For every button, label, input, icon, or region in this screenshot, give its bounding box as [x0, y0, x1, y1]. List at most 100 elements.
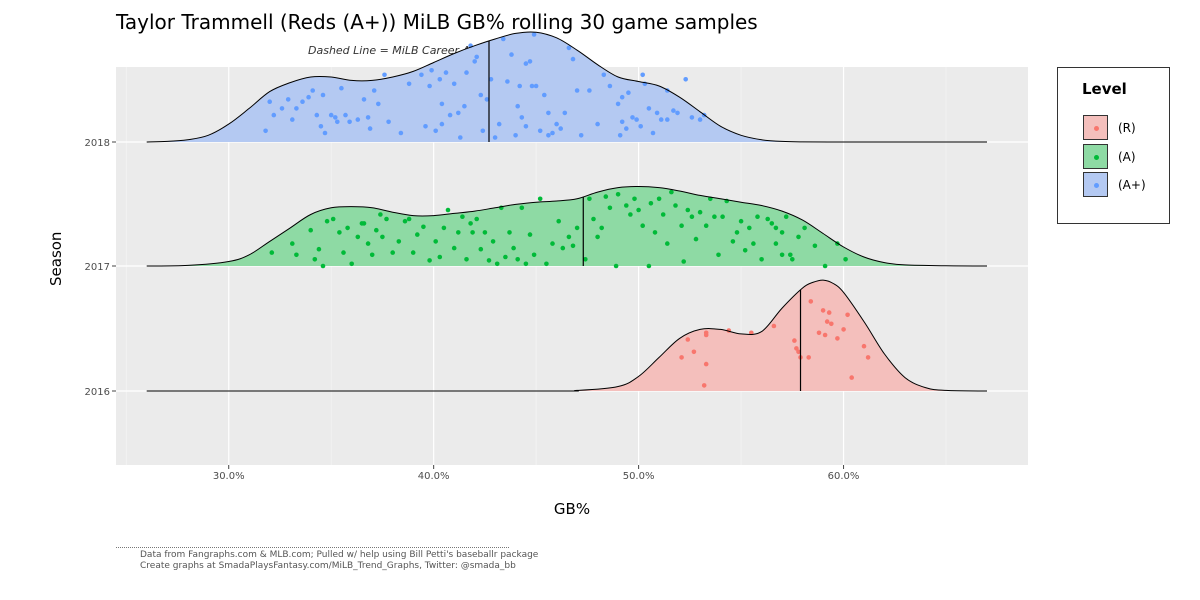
data-point-2018 [523, 124, 529, 129]
data-point-2017 [384, 216, 389, 222]
legend-key-r [1083, 115, 1108, 140]
x-axis-title: GB% [553, 500, 591, 518]
data-point-2017 [802, 225, 807, 231]
data-point-2017 [290, 241, 295, 246]
ridges [146, 31, 988, 392]
data-point-2018 [361, 97, 367, 102]
data-point-2018 [398, 130, 404, 136]
legend-label-r: (R) [1118, 121, 1136, 135]
data-point-2017 [628, 212, 633, 217]
data-point-2017 [796, 234, 801, 240]
data-point-2018 [617, 133, 623, 138]
data-point-2016 [820, 308, 826, 313]
density-fill-2017 [146, 186, 987, 266]
data-point-2017 [421, 224, 426, 230]
data-point-2018 [519, 115, 525, 120]
data-point-2018 [322, 130, 328, 136]
data-point-2018 [546, 133, 551, 138]
data-point-2017 [427, 258, 432, 263]
data-point-2017 [583, 257, 588, 262]
data-point-2017 [456, 230, 461, 235]
legend-key-a-plus [1083, 172, 1108, 197]
data-point-2016 [816, 330, 822, 336]
data-point-2018 [658, 117, 664, 122]
data-point-2017 [519, 205, 525, 211]
data-point-2018 [640, 72, 645, 78]
data-point-2017 [527, 232, 533, 237]
data-point-2017 [712, 214, 717, 219]
data-point-2018 [533, 83, 539, 89]
data-point-2017 [378, 212, 383, 217]
data-point-2018 [306, 94, 311, 100]
data-point-2017 [312, 257, 318, 262]
data-point-2018 [290, 117, 295, 122]
data-point-2018 [595, 121, 600, 127]
axes: 30.0% 40.0% 50.0% 60.0% 2016 2017 2018 [85, 138, 860, 482]
data-point-2017 [402, 218, 408, 224]
data-point-2017 [765, 216, 770, 222]
legend-item-a-plus: (A+) [1082, 172, 1167, 199]
data-point-2018 [574, 88, 580, 93]
data-point-2018 [439, 121, 445, 127]
data-point-2016 [835, 336, 840, 341]
x-tick-label: 40.0% [418, 471, 450, 482]
data-point-2018 [451, 81, 457, 87]
data-point-2018 [527, 59, 533, 64]
data-point-2017 [478, 246, 484, 252]
data-point-2017 [779, 230, 785, 235]
data-point-2017 [490, 239, 496, 244]
chart-title: Taylor Trammell (Reds (A+)) MiLB GB% rol… [116, 10, 758, 34]
data-point-2018 [697, 117, 703, 122]
data-point-2017 [591, 216, 596, 222]
data-point-2017 [415, 232, 420, 237]
data-point-2018 [419, 72, 424, 78]
data-point-2017 [822, 263, 828, 269]
data-point-2017 [624, 203, 629, 208]
data-point-2018 [456, 110, 461, 116]
data-point-2017 [665, 241, 670, 246]
caption-divider [116, 547, 509, 548]
data-point-2017 [361, 221, 367, 226]
data-point-2018 [505, 79, 510, 84]
y-tick-label: 2017 [85, 262, 110, 273]
y-axis-title: Season [47, 231, 65, 286]
data-point-2018 [509, 52, 514, 57]
data-point-2017 [607, 205, 613, 211]
ridge-2017 [146, 185, 988, 269]
data-point-2018 [484, 97, 490, 102]
data-point-2018 [433, 128, 439, 134]
data-point-2018 [558, 126, 563, 131]
data-point-2017 [369, 252, 375, 258]
data-point-2016 [826, 310, 832, 315]
data-point-2018 [371, 88, 377, 93]
data-point-2017 [783, 214, 789, 219]
data-point-2018 [537, 128, 543, 134]
data-point-2017 [511, 245, 516, 251]
data-point-2017 [437, 254, 443, 260]
data-point-2018 [343, 112, 348, 118]
data-point-2017 [747, 225, 752, 231]
data-point-2017 [316, 246, 322, 252]
data-point-2018 [501, 36, 506, 42]
data-point-2018 [427, 83, 432, 89]
data-point-2017 [355, 234, 361, 240]
data-point-2017 [544, 261, 549, 267]
data-point-2018 [542, 92, 547, 98]
x-tick-label: 30.0% [213, 471, 245, 482]
data-point-2017 [648, 201, 654, 206]
data-point-2017 [632, 196, 637, 202]
density-fill-2018 [146, 31, 987, 143]
data-point-2017 [445, 207, 451, 213]
data-point-2017 [345, 225, 350, 231]
data-point-2017 [599, 225, 604, 231]
ridge-2018 [146, 31, 987, 143]
data-point-2016 [796, 349, 801, 355]
data-point-2018 [267, 99, 273, 104]
data-point-2017 [308, 227, 314, 233]
data-point-2016 [824, 319, 830, 324]
data-point-2017 [615, 192, 621, 197]
data-point-2018 [472, 59, 478, 64]
data-point-2017 [689, 214, 695, 219]
data-point-2017 [330, 216, 336, 222]
data-point-2018 [429, 68, 434, 73]
